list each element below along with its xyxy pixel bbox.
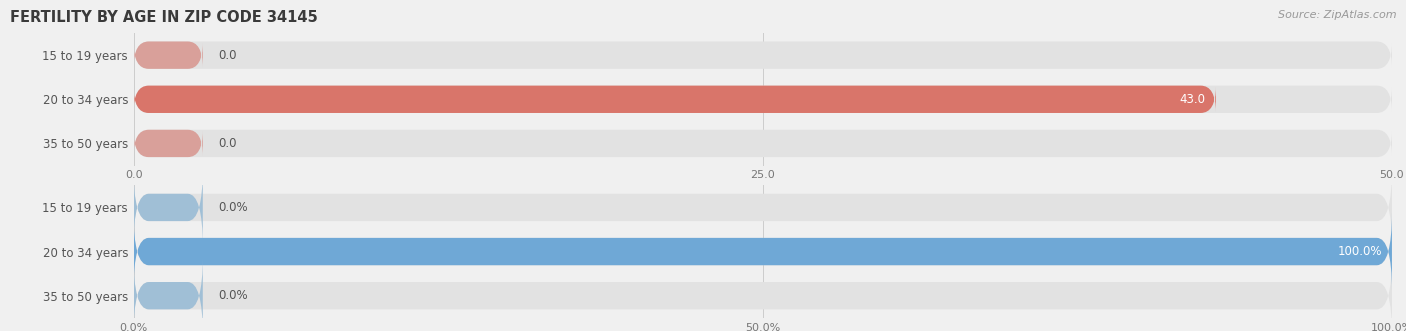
FancyBboxPatch shape <box>134 86 1216 113</box>
FancyBboxPatch shape <box>134 130 1392 157</box>
FancyBboxPatch shape <box>134 41 1392 69</box>
FancyBboxPatch shape <box>134 212 1392 291</box>
FancyBboxPatch shape <box>134 130 202 157</box>
Text: 0.0%: 0.0% <box>218 289 247 302</box>
FancyBboxPatch shape <box>134 168 202 247</box>
FancyBboxPatch shape <box>134 257 202 331</box>
FancyBboxPatch shape <box>134 168 1392 247</box>
Text: 0.0: 0.0 <box>218 137 236 150</box>
FancyBboxPatch shape <box>134 212 1392 291</box>
Text: 0.0%: 0.0% <box>218 201 247 214</box>
Text: Source: ZipAtlas.com: Source: ZipAtlas.com <box>1278 10 1396 20</box>
Text: 43.0: 43.0 <box>1180 93 1206 106</box>
Text: 100.0%: 100.0% <box>1337 245 1382 258</box>
FancyBboxPatch shape <box>134 86 1392 113</box>
Text: FERTILITY BY AGE IN ZIP CODE 34145: FERTILITY BY AGE IN ZIP CODE 34145 <box>10 10 318 25</box>
FancyBboxPatch shape <box>134 41 202 69</box>
FancyBboxPatch shape <box>134 257 1392 331</box>
Text: 0.0: 0.0 <box>218 49 236 62</box>
